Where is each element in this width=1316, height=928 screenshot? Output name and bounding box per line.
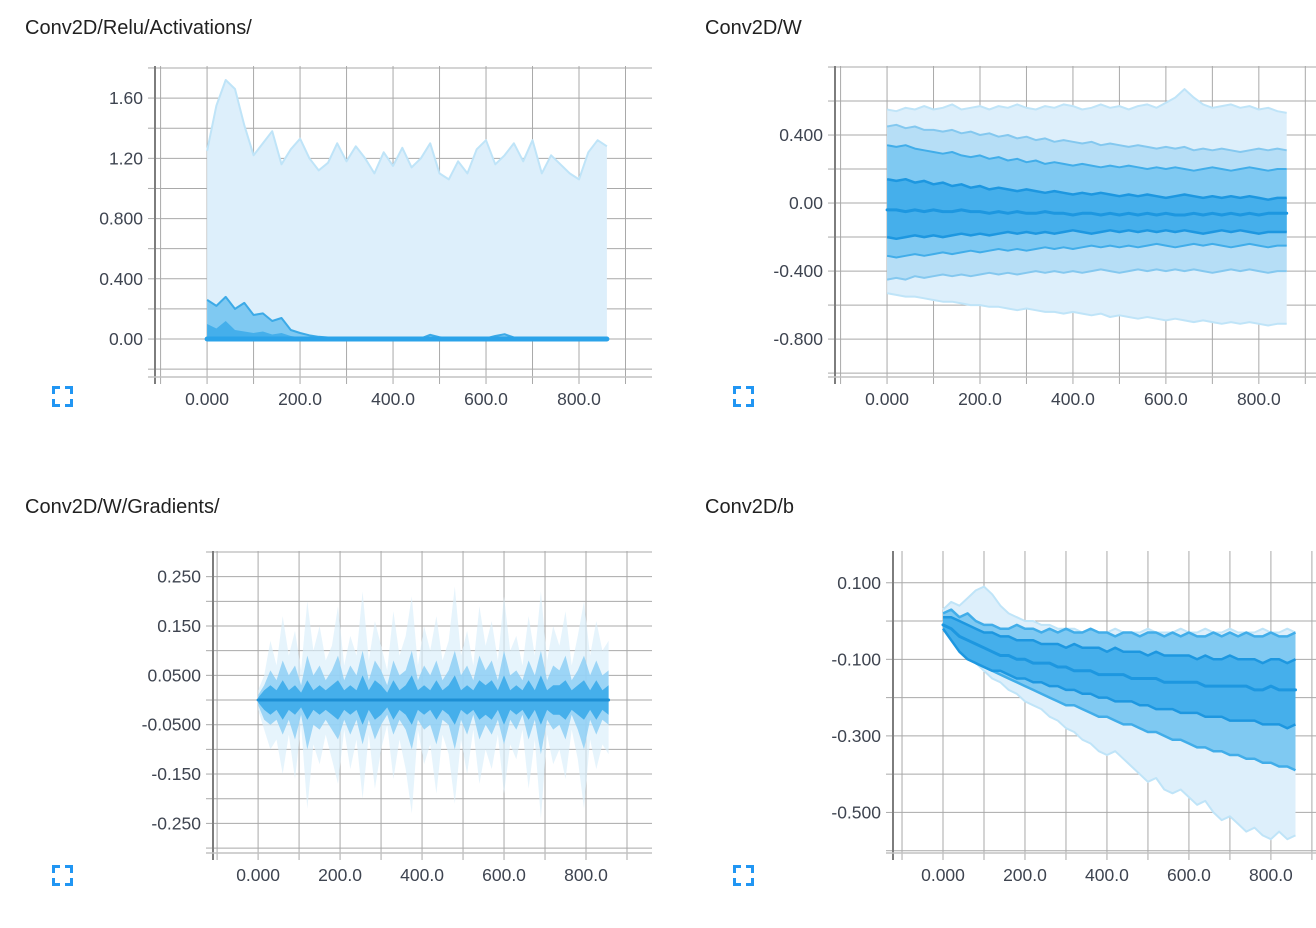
expand-button[interactable] — [52, 865, 73, 886]
svg-text:0.400: 0.400 — [99, 269, 143, 289]
expand-icon — [65, 399, 73, 407]
svg-text:0.100: 0.100 — [837, 573, 881, 593]
svg-text:400.0: 400.0 — [400, 865, 444, 885]
svg-text:-0.400: -0.400 — [773, 261, 823, 281]
expand-icon — [65, 386, 73, 394]
expand-button[interactable] — [52, 386, 73, 407]
expand-icon — [733, 878, 741, 886]
svg-text:0.000: 0.000 — [185, 389, 229, 409]
expand-icon — [746, 399, 754, 407]
chart-title: Conv2D/b — [705, 496, 794, 518]
svg-text:0.250: 0.250 — [157, 567, 201, 587]
expand-icon — [52, 865, 60, 873]
svg-text:-0.250: -0.250 — [151, 813, 201, 833]
expand-icon — [746, 386, 754, 394]
svg-text:0.0500: 0.0500 — [147, 665, 201, 685]
svg-text:-0.100: -0.100 — [831, 649, 881, 669]
svg-text:400.0: 400.0 — [1051, 389, 1095, 409]
svg-text:600.0: 600.0 — [1167, 865, 1211, 885]
expand-icon — [52, 399, 60, 407]
distribution-plot-conv2d-w-gradients[interactable]: 0.250 0.150 0.0500 -0.0500 -0.150 -0.250 0.000… — [0, 464, 658, 928]
svg-text:200.0: 200.0 — [1003, 865, 1047, 885]
expand-icon — [65, 878, 73, 886]
svg-text:-0.800: -0.800 — [773, 329, 823, 349]
expand-icon — [733, 865, 741, 873]
svg-text:200.0: 200.0 — [318, 865, 362, 885]
svg-text:0.00: 0.00 — [789, 193, 823, 213]
distribution-plot-conv2d-w[interactable]: 0.400 0.00 -0.400 -0.800 0.000 200.0 400.0 600.… — [658, 0, 1316, 464]
chart-card-conv2d-relu-activations: Conv2D/Relu/Activations/ 1.60 1.20 0.800 0.… — [0, 0, 658, 464]
expand-button[interactable] — [733, 386, 754, 407]
chart-title: Conv2D/W/Gradients/ — [25, 496, 220, 518]
expand-icon — [65, 865, 73, 873]
expand-icon — [52, 878, 60, 886]
svg-text:600.0: 600.0 — [1144, 389, 1188, 409]
svg-text:800.0: 800.0 — [1237, 389, 1281, 409]
svg-text:400.0: 400.0 — [1085, 865, 1129, 885]
expand-icon — [746, 878, 754, 886]
svg-text:0.000: 0.000 — [236, 865, 280, 885]
svg-text:-0.500: -0.500 — [831, 802, 881, 822]
svg-text:-0.0500: -0.0500 — [142, 715, 202, 735]
svg-text:0.150: 0.150 — [157, 616, 201, 636]
expand-icon — [746, 865, 754, 873]
svg-text:0.000: 0.000 — [921, 865, 965, 885]
svg-text:0.800: 0.800 — [99, 209, 143, 229]
svg-text:200.0: 200.0 — [958, 389, 1002, 409]
expand-icon — [733, 399, 741, 407]
chart-card-conv2d-w-gradients: Conv2D/W/Gradients/ 0.250 0.150 0.0500 -0.0… — [0, 464, 658, 928]
svg-text:0.000: 0.000 — [865, 389, 909, 409]
svg-text:800.0: 800.0 — [557, 389, 601, 409]
distribution-plot-conv2d-b[interactable]: 0.100 -0.100 -0.300 -0.500 0.000 200.0 400.0 60… — [658, 464, 1316, 928]
chart-title: Conv2D/Relu/Activations/ — [25, 17, 252, 39]
svg-text:0.400: 0.400 — [779, 125, 823, 145]
svg-text:600.0: 600.0 — [464, 389, 508, 409]
chart-card-conv2d-b: Conv2D/b 0.100 -0.100 -0.300 -0.500 0.000 200… — [658, 464, 1316, 928]
expand-button[interactable] — [733, 865, 754, 886]
svg-text:400.0: 400.0 — [371, 389, 415, 409]
svg-text:200.0: 200.0 — [278, 389, 322, 409]
distribution-plot-conv2d-relu-activations[interactable]: 1.60 1.20 0.800 0.400 0.00 0.000 200.0 400.0 600… — [0, 0, 658, 464]
svg-text:800.0: 800.0 — [1249, 865, 1293, 885]
expand-icon — [52, 386, 60, 394]
svg-text:1.60: 1.60 — [109, 88, 143, 108]
chart-title: Conv2D/W — [705, 17, 802, 39]
svg-text:-0.150: -0.150 — [151, 764, 201, 784]
svg-text:1.20: 1.20 — [109, 148, 143, 168]
expand-icon — [733, 386, 741, 394]
svg-text:-0.300: -0.300 — [831, 726, 881, 746]
svg-text:600.0: 600.0 — [482, 865, 526, 885]
chart-card-conv2d-w: Conv2D/W 0.400 0.00 -0.400 -0.800 0.000 200.0… — [658, 0, 1316, 464]
svg-text:0.00: 0.00 — [109, 329, 143, 349]
svg-text:800.0: 800.0 — [564, 865, 608, 885]
